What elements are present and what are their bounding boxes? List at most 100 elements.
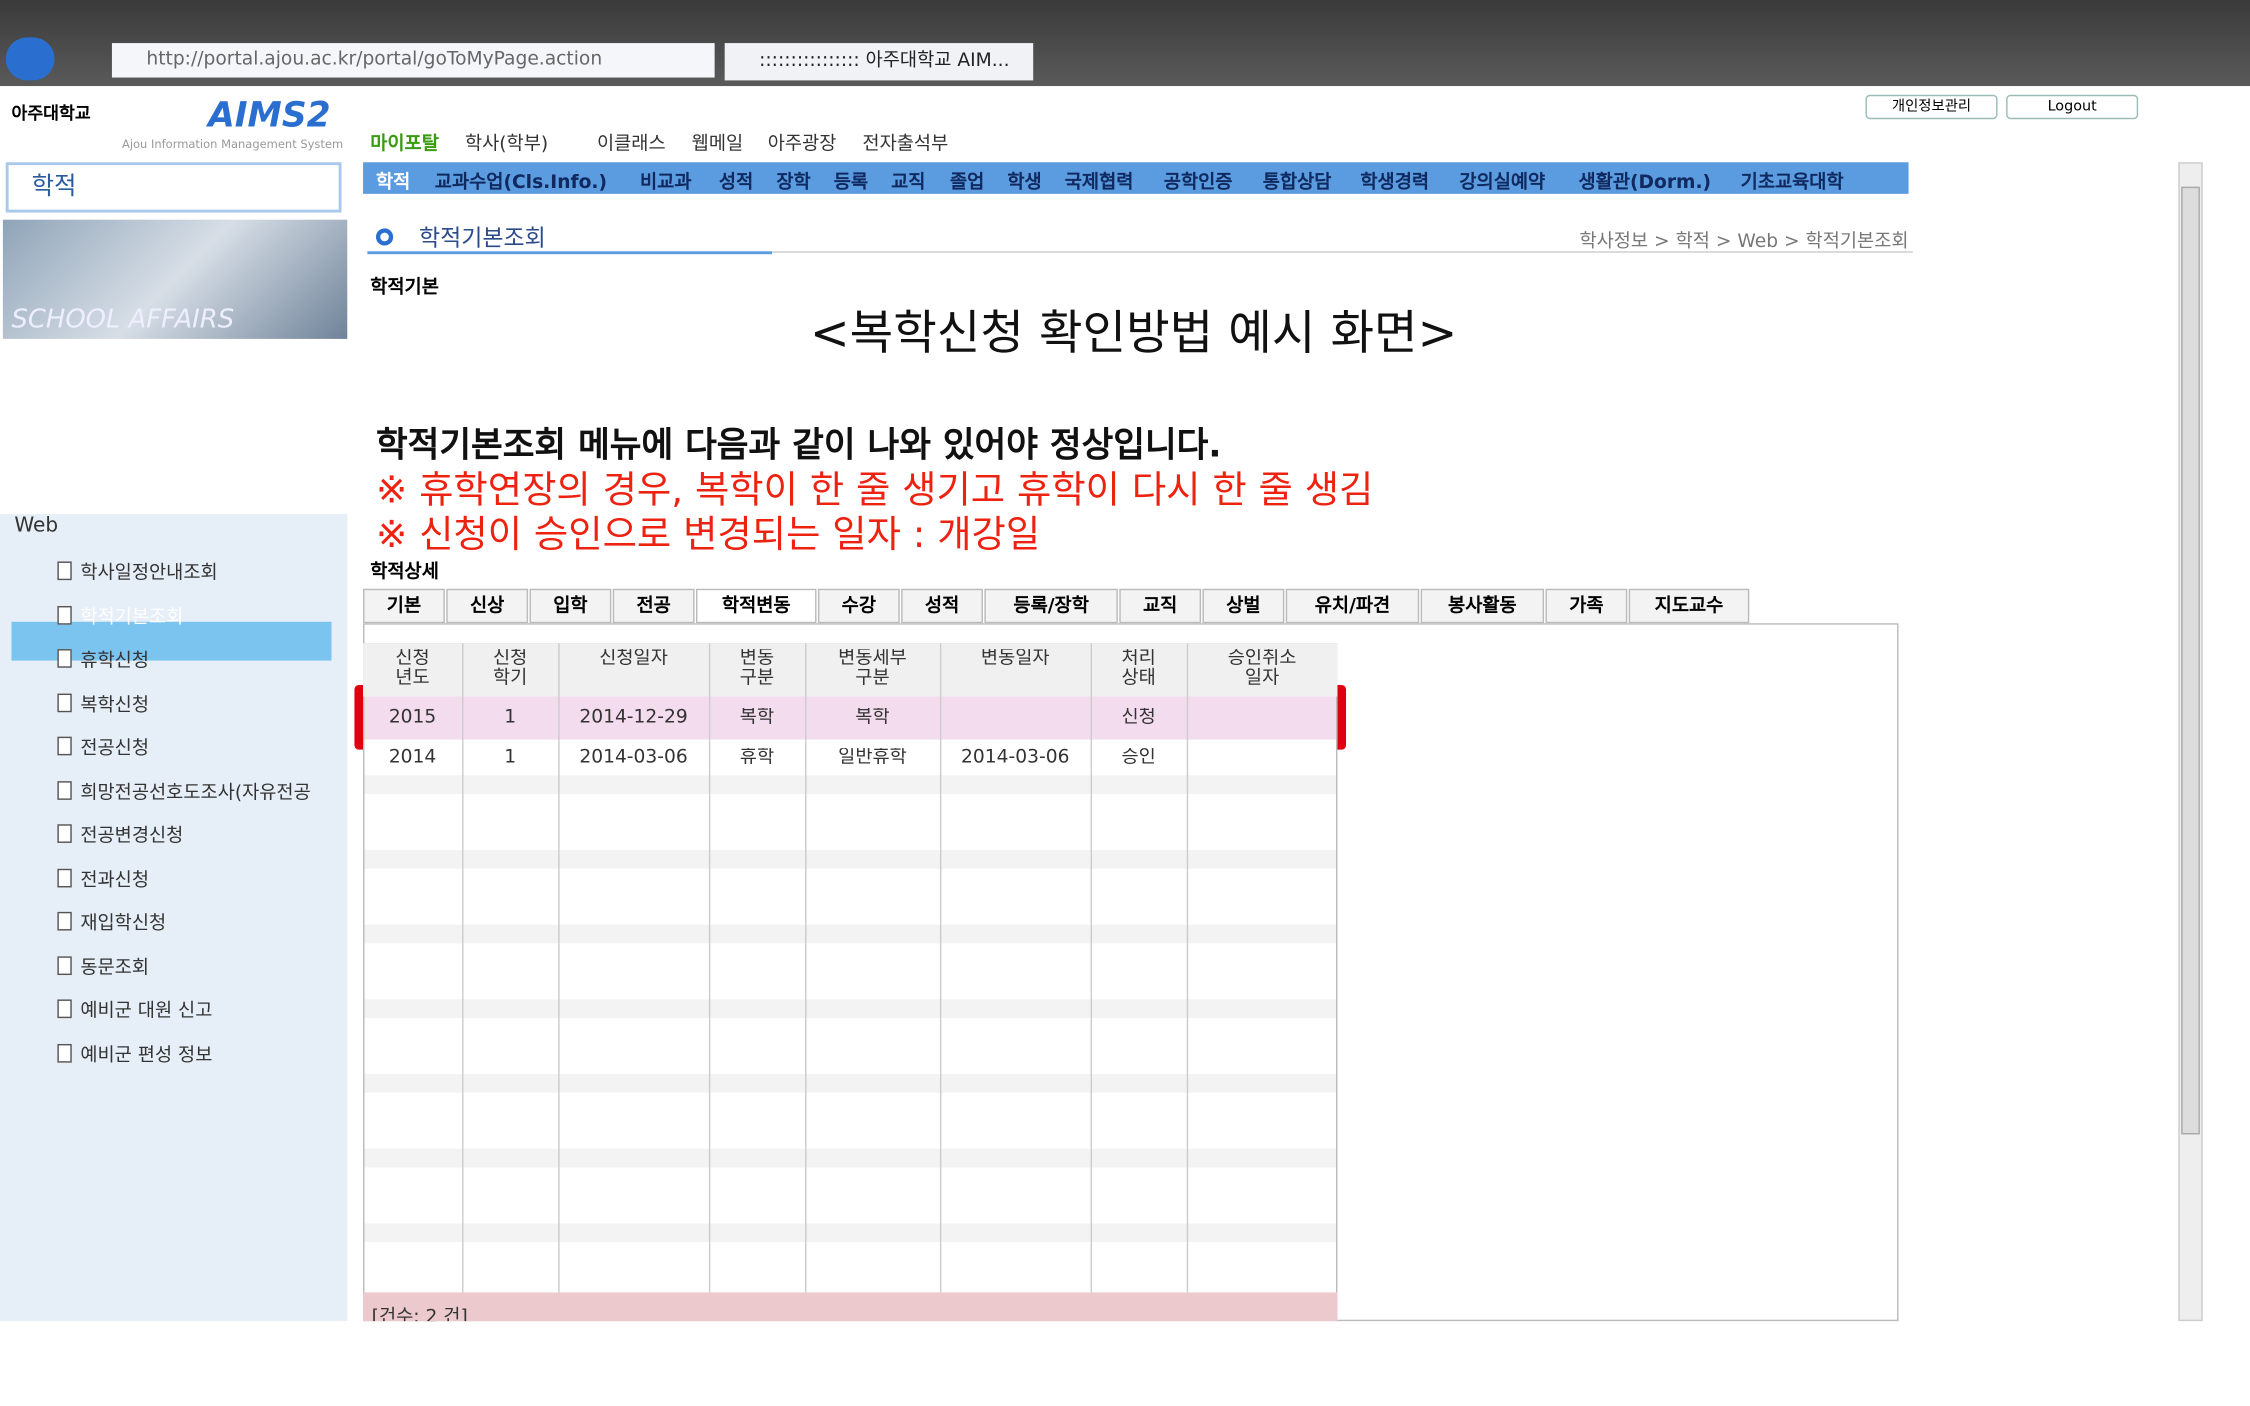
menu-item[interactable]: 등록: [833, 172, 869, 194]
table-cell: [1187, 708, 1338, 731]
column-line: [708, 643, 711, 1293]
tab[interactable]: 등록/장학: [984, 588, 1118, 624]
stripe: [364, 812, 1336, 832]
title-line: [772, 251, 1913, 253]
sidebar-item[interactable]: 전공변경신청: [80, 825, 184, 848]
page-icon: [57, 736, 72, 756]
nav-item[interactable]: 전자출석부: [862, 133, 949, 156]
menu-item[interactable]: 학적: [375, 172, 411, 194]
page-icon: [57, 955, 72, 975]
logo: AIMS2: [208, 94, 331, 135]
stripe: [364, 1186, 1336, 1205]
page-icon: [57, 561, 72, 581]
tab[interactable]: 학적변동: [695, 588, 817, 624]
tab[interactable]: 기본: [363, 588, 445, 624]
stripe: [364, 1036, 1336, 1056]
menu-item[interactable]: 기초교육대학: [1740, 172, 1844, 194]
table-cell: 승인: [1121, 748, 1156, 766]
tab[interactable]: 상벌: [1202, 588, 1285, 624]
sidebar-item[interactable]: 휴학신청: [80, 650, 150, 673]
stripe: [364, 887, 1336, 907]
table-cell: 2014: [388, 748, 437, 766]
table-cell: 복학: [739, 707, 775, 729]
tab[interactable]: 가족: [1545, 588, 1628, 624]
sidebar-title: 학적: [5, 162, 342, 213]
sidebar-item[interactable]: 재입학신청: [80, 913, 167, 935]
tab[interactable]: 성적: [901, 588, 983, 624]
top-button[interactable]: Logout: [2006, 94, 2139, 120]
tab[interactable]: 유치/파견: [1285, 588, 1420, 624]
page-icon: [57, 868, 72, 887]
sidebar-item[interactable]: 예비군 대원 신고: [80, 1000, 213, 1023]
column-header: 신청 년도: [395, 649, 430, 690]
sidebar-item[interactable]: 학적기본조회: [80, 606, 184, 629]
table-cell: 복학: [855, 707, 890, 729]
table-cell: 일반휴학: [838, 748, 907, 766]
menu-item[interactable]: 교과수업(Cls.Info.): [434, 172, 608, 194]
column-header: 변동일자: [980, 649, 1050, 670]
page-icon: [57, 1043, 72, 1062]
menu-item[interactable]: 강의실예약: [1459, 172, 1546, 194]
top-button[interactable]: 개인정보관리: [1865, 94, 1998, 120]
stripe: [364, 850, 1336, 869]
column-line: [1186, 643, 1189, 1293]
menu-item[interactable]: 장학: [776, 172, 811, 194]
column-header: 변동세부 구분: [838, 649, 907, 690]
stripe: [364, 1111, 1336, 1131]
menu-bar: [363, 162, 1909, 194]
sidebar-item[interactable]: 동문조회: [80, 957, 150, 979]
menu-item[interactable]: 비교과: [640, 172, 692, 194]
table-cell: 2014-12-29: [579, 707, 688, 729]
menu-item[interactable]: 교직: [891, 172, 926, 194]
menu-item[interactable]: 생활관(Dorm.): [1578, 172, 1712, 194]
nav-item[interactable]: 학사(학부): [464, 133, 549, 156]
tab[interactable]: 전공: [612, 588, 695, 624]
page-icon: [57, 824, 72, 843]
table-footer: [363, 1292, 1338, 1322]
tab[interactable]: 지도교수: [1628, 588, 1750, 624]
tab[interactable]: 수강: [817, 588, 900, 624]
menu-item[interactable]: 국제협력: [1064, 172, 1134, 194]
sidebar-item[interactable]: 복학신청: [80, 694, 150, 716]
menu-item[interactable]: 학생경력: [1360, 172, 1430, 194]
tab[interactable]: 신상: [446, 588, 529, 624]
menu-item[interactable]: 성적: [718, 172, 754, 194]
sidebar-item[interactable]: 전공신청: [80, 738, 150, 760]
back-button[interactable]: [5, 37, 55, 81]
breadcrumb: 학사정보 > 학적 > Web > 학적기본조회: [1579, 231, 1909, 253]
nav-item[interactable]: 아주광장: [767, 133, 837, 156]
annotation: ※ 휴학연장의 경우, 복학이 한 줄 생기고 휴학이 다시 한 줄 생김: [375, 469, 1374, 513]
row-count: [건수: 2 건]: [371, 1306, 468, 1322]
nav-item[interactable]: 마이포탈: [370, 133, 439, 156]
banner: [2, 219, 348, 339]
tab[interactable]: 봉사활동: [1420, 588, 1545, 624]
sidebar-item[interactable]: 전과신청: [80, 869, 150, 892]
menu-item[interactable]: 공학인증: [1163, 172, 1233, 194]
nav-item[interactable]: 이클래스: [596, 133, 666, 156]
stripe: [364, 999, 1336, 1019]
address-bar[interactable]: http://portal.ajou.ac.kr/portal/goToMyPa…: [111, 43, 715, 78]
tab[interactable]: :::::::::::::::: 아주대학교 AIM...: [724, 43, 1034, 81]
scroll-thumb[interactable]: [2181, 186, 2200, 1135]
stripe: [364, 1260, 1336, 1280]
tab[interactable]: 입학: [529, 588, 612, 624]
column-line: [558, 643, 560, 1293]
menu-item[interactable]: 졸업: [949, 172, 985, 194]
table-cell: 2015: [388, 707, 437, 729]
column-header: 변동 구분: [739, 649, 775, 690]
table-header: [363, 643, 1338, 697]
table-cell: 2014-03-06: [579, 748, 688, 766]
tab[interactable]: 교직: [1119, 588, 1202, 624]
section-label: 학적상세: [370, 561, 439, 584]
table-cell: 1: [504, 748, 517, 766]
nav-item[interactable]: 웹메일: [691, 133, 744, 156]
row-bg: [364, 696, 1336, 740]
sidebar-item[interactable]: 학사일정안내조회: [80, 562, 218, 585]
sidebar-item[interactable]: 예비군 편성 정보: [80, 1044, 213, 1067]
page-icon: [57, 605, 72, 624]
table-cell: 2014-03-06: [961, 748, 1070, 766]
menu-item[interactable]: 학생: [1007, 172, 1042, 194]
sidebar-item[interactable]: 희망전공선호도조사(자유전공: [80, 781, 311, 804]
menu-item[interactable]: 통합상담: [1262, 172, 1332, 194]
